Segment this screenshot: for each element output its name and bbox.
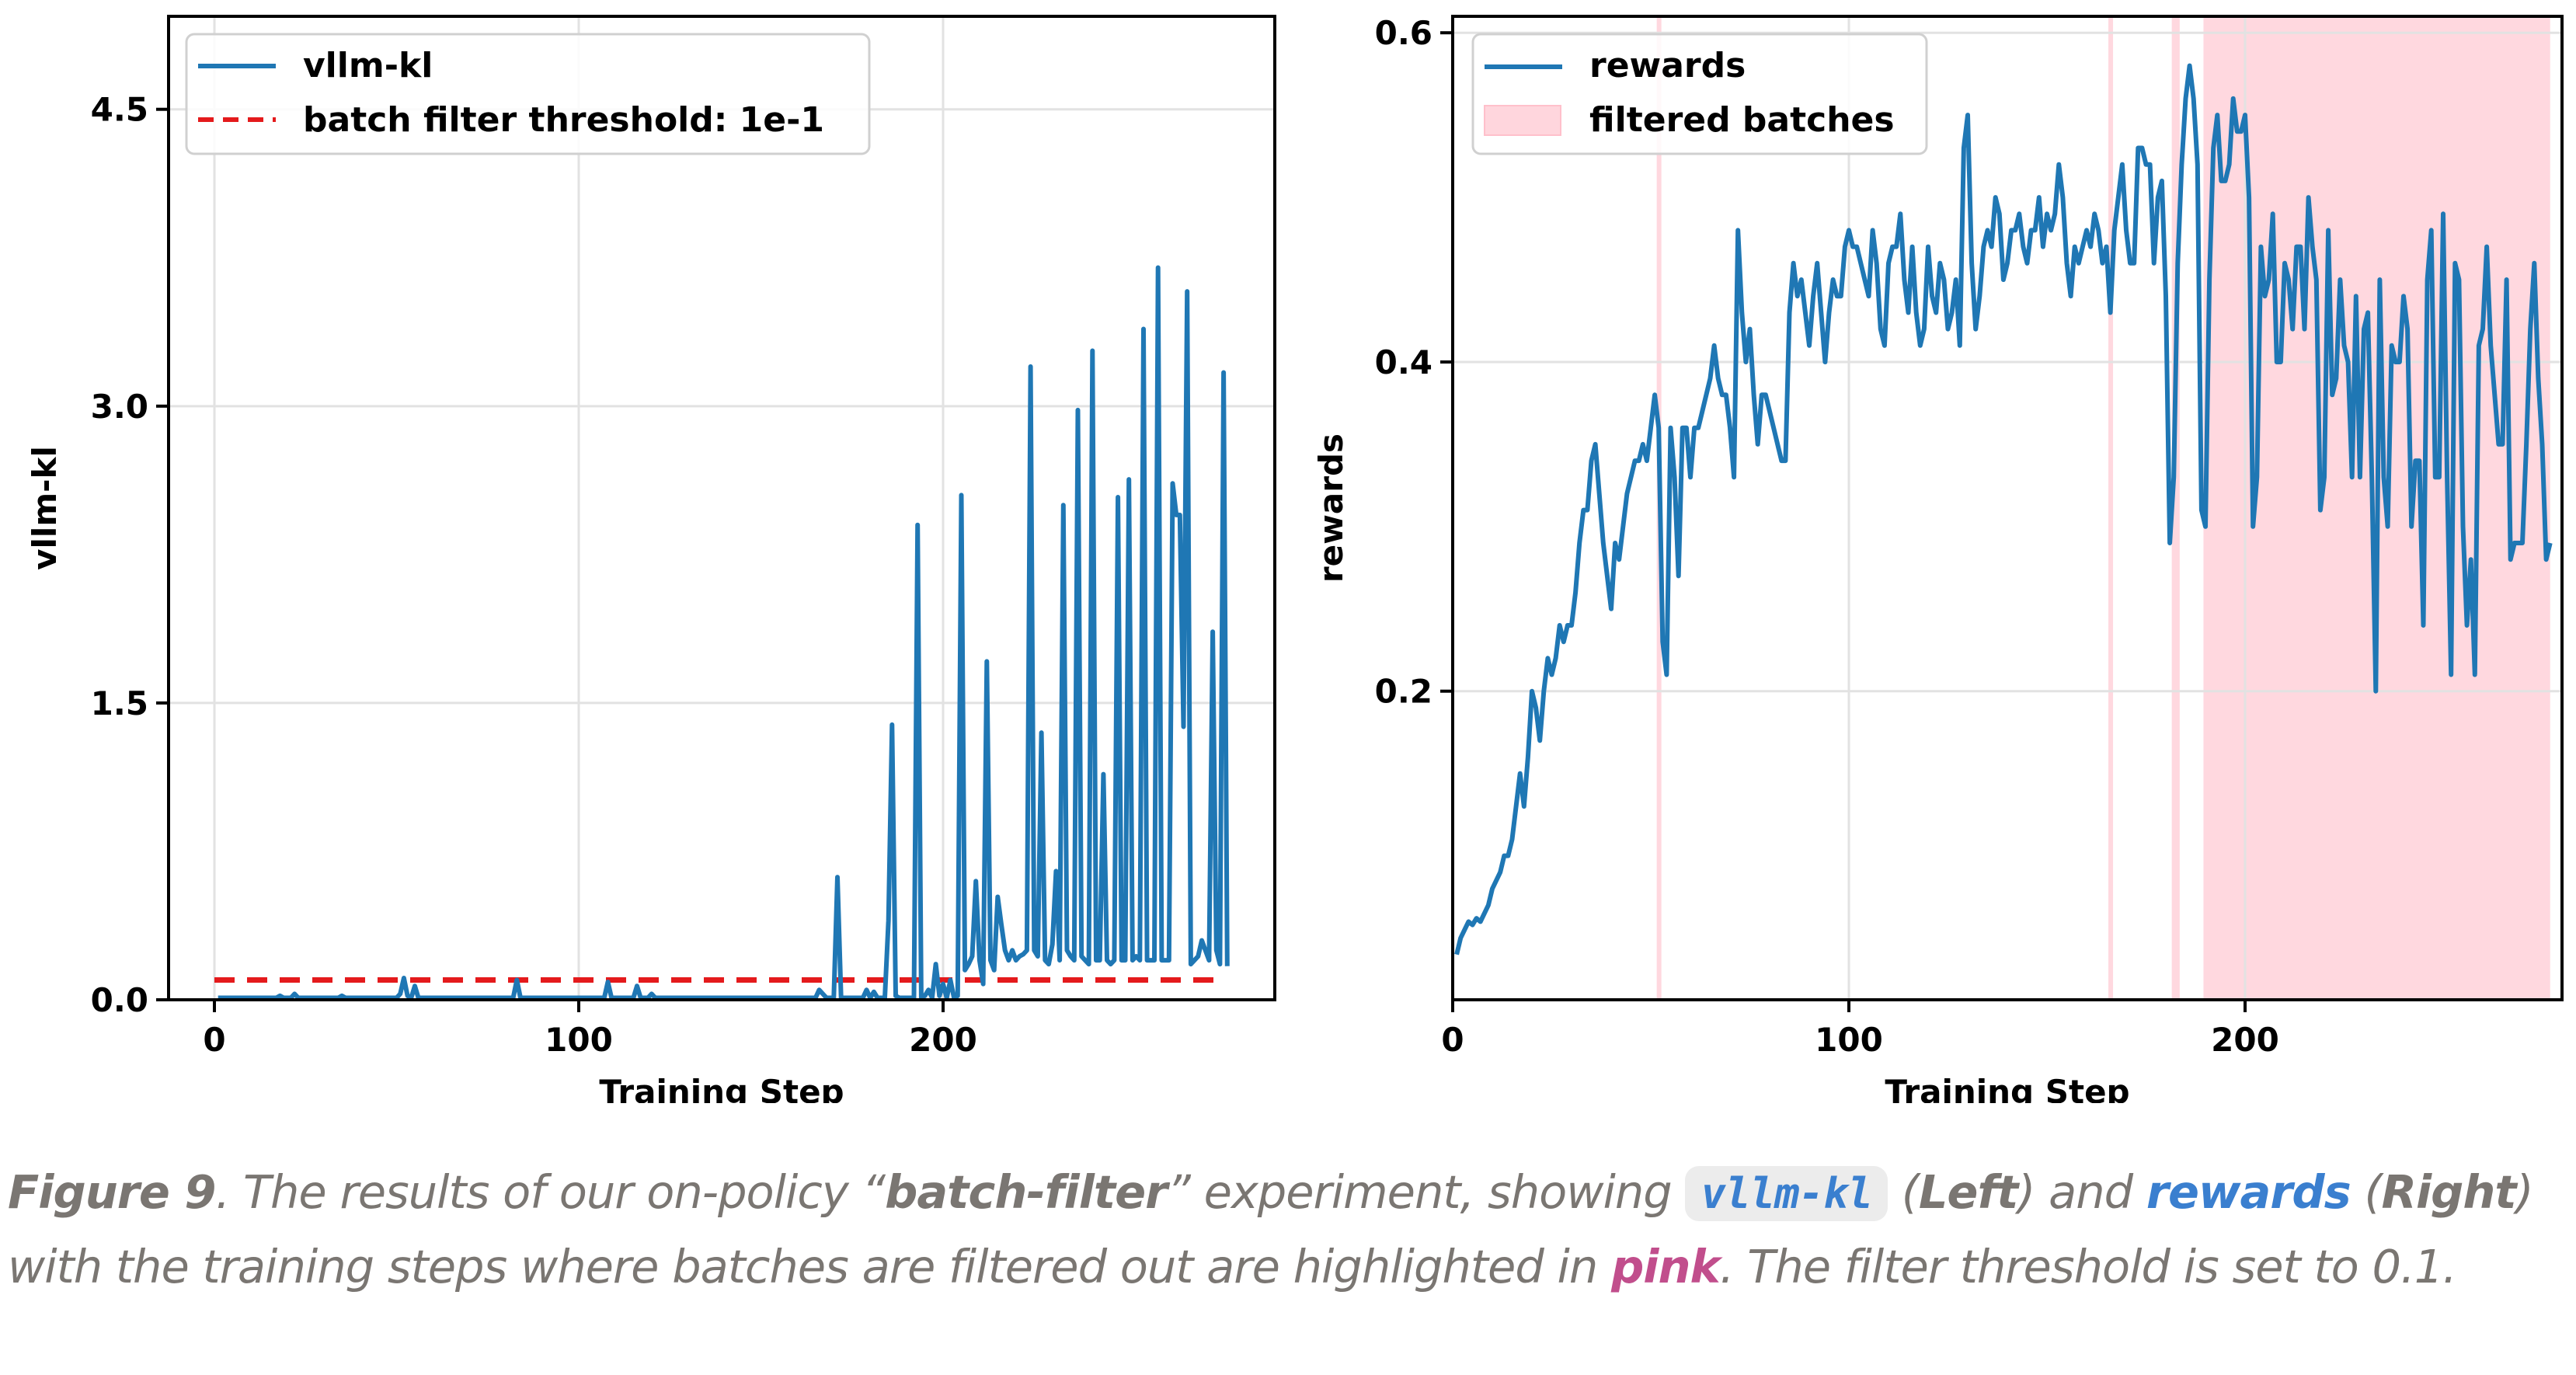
legend-label-vllm-kl: vllm-kl <box>303 46 433 85</box>
caption-text-1: The results of our on-policy “ <box>229 1165 886 1219</box>
figure-caption: Figure 9. The results of our on-policy “… <box>8 1156 2564 1304</box>
caption-text-5: ( <box>2350 1165 2382 1219</box>
right-ytick-label-1: 0.4 <box>1375 343 1432 381</box>
right-y-axis-label: rewards <box>1312 433 1350 583</box>
left-x-axis-label: Training Step <box>599 1073 844 1103</box>
filtered-span-2 <box>2171 16 2180 1000</box>
left-xtick-label-0: 0 <box>203 1021 225 1059</box>
right-xtick-label-200: 200 <box>2211 1021 2279 1059</box>
caption-period: . <box>215 1165 230 1219</box>
right-plot-frame <box>1451 15 2564 1001</box>
left-grid <box>169 16 1275 1000</box>
left-xtick-label-200: 200 <box>909 1021 977 1059</box>
caption-pink: pink <box>1611 1240 1721 1293</box>
left-ytick-label-3: 4.5 <box>91 91 148 129</box>
caption-text-4: ) and <box>2017 1165 2146 1219</box>
right-ytick-label-0: 0.2 <box>1375 673 1432 711</box>
series-line-vllm-kl <box>218 265 1230 1001</box>
caption-figure-label: Figure 9 <box>8 1165 216 1219</box>
right-ticks: 0 100 200 0.2 0.4 0.6 <box>1375 14 2279 1059</box>
left-data <box>214 265 1230 1001</box>
left-ytick-label-0: 0.0 <box>91 981 148 1019</box>
left-legend: vllm-kl batch filter threshold: 1e-1 <box>185 33 871 155</box>
left-chart-vllm-kl: 0 100 200 0.0 1.5 3.0 4.5 Training Step vllm-k… <box>26 15 1276 1103</box>
right-ytick-label-2: 0.6 <box>1375 14 1432 52</box>
caption-right: Right <box>2381 1165 2517 1219</box>
caption-text-2: ” experiment, showing <box>1167 1165 1686 1219</box>
caption-text-6: ) with the training steps where batches … <box>8 1165 2534 1293</box>
right-xtick-label-100: 100 <box>1815 1021 1883 1059</box>
series-line-rewards <box>1454 63 2553 956</box>
right-chart-rewards: 0 100 200 0.2 0.4 0.6 Training Step rewards r… <box>1312 14 2564 1103</box>
right-xtick-label-0: 0 <box>1441 1021 1464 1059</box>
filtered-batch-spans <box>1656 16 2550 1000</box>
legend-label-threshold: batch filter threshold: 1e-1 <box>303 100 824 140</box>
left-ytick-label-2: 3.0 <box>91 388 148 426</box>
left-y-axis-label: vllm-kl <box>26 446 64 570</box>
left-legend-box <box>185 33 871 155</box>
left-plot-frame <box>167 15 1276 1001</box>
caption-left: Left <box>1918 1165 2018 1219</box>
legend-label-filtered: filtered batches <box>1589 100 1895 140</box>
figure: 0 100 200 0.0 1.5 3.0 4.5 Training Step vllm-k… <box>26 14 2564 1103</box>
caption-code-vllm-kl: vllm-kl <box>1685 1166 1888 1221</box>
right-data <box>1454 63 2553 956</box>
caption-text-3: ( <box>1888 1165 1920 1219</box>
left-ytick-label-1: 1.5 <box>91 684 148 722</box>
caption-batch-filter: batch-filter <box>885 1165 1168 1219</box>
right-legend: rewards filtered batches <box>1471 33 1928 155</box>
right-legend-box <box>1471 33 1928 155</box>
right-x-axis-label: Training Step <box>1885 1073 2129 1103</box>
filtered-span-1 <box>2108 16 2114 1000</box>
legend-swatch-filtered <box>1484 105 1561 136</box>
legend-label-rewards: rewards <box>1589 46 1746 85</box>
left-ticks: 0 100 200 0.0 1.5 3.0 4.5 <box>91 91 977 1059</box>
caption-rewards: rewards <box>2146 1165 2351 1219</box>
left-xtick-label-100: 100 <box>545 1021 613 1059</box>
caption-text-7: . The filter threshold is set to 0.1. <box>1719 1240 2457 1293</box>
